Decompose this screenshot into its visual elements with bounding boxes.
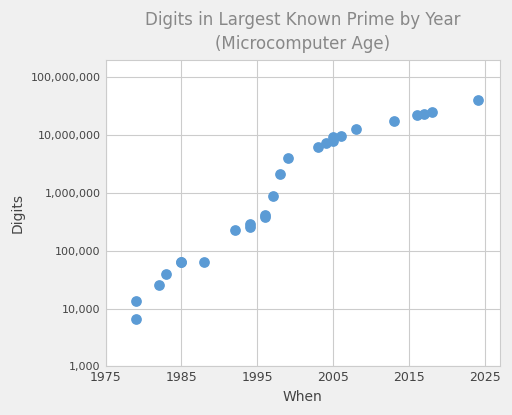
Point [268,193,276,199]
Point [132,316,140,322]
Point [329,138,337,144]
Point [428,109,436,115]
Title: Digits in Largest Known Prime by Year
(Microcomputer Age): Digits in Largest Known Prime by Year (M… [145,11,461,53]
Point [390,118,398,124]
Point [246,224,254,230]
Point [314,143,322,150]
Point [413,112,421,118]
Point [276,171,284,178]
Point [284,154,292,161]
Point [352,125,360,132]
Point [420,110,429,117]
Point [177,258,185,265]
Point [337,132,345,139]
Point [155,281,163,288]
X-axis label: When: When [283,390,323,404]
Point [177,258,185,265]
Point [200,258,208,265]
Point [246,221,254,227]
Point [261,214,269,221]
Point [322,140,330,146]
Y-axis label: Digits: Digits [11,193,25,233]
Point [132,298,140,305]
Point [230,227,239,233]
Point [261,211,269,218]
Point [474,96,482,103]
Point [162,271,170,277]
Point [329,134,337,141]
